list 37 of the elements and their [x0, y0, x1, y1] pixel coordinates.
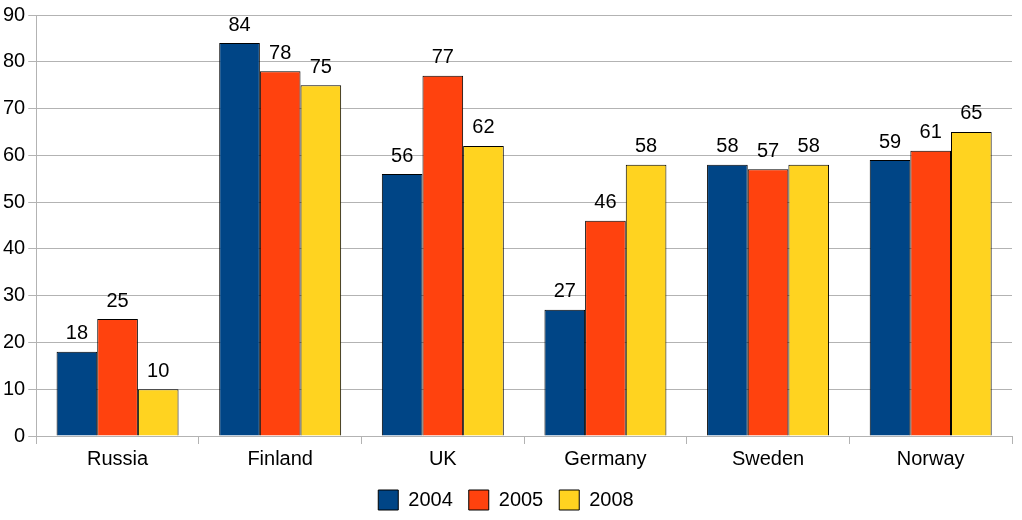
- data-label: 57: [756, 138, 780, 161]
- x-tick-label: UK: [428, 446, 458, 469]
- y-tick-label: 20: [3, 329, 26, 352]
- y-tick-label: 80: [3, 49, 26, 72]
- x-tick-label: Norway: [896, 446, 965, 469]
- y-tick-label: 10: [3, 376, 26, 399]
- data-label: 62: [472, 115, 495, 138]
- y-tick-label: 60: [3, 142, 26, 165]
- data-label: 61: [919, 120, 942, 143]
- y-tick-label: 70: [3, 96, 26, 119]
- legend-label: 2004: [408, 487, 453, 510]
- data-label: 58: [797, 134, 820, 157]
- data-label: 18: [65, 321, 89, 344]
- data-label: 58: [634, 134, 658, 157]
- data-label: 27: [553, 279, 576, 302]
- x-tick-label: Finland: [247, 446, 313, 469]
- x-tick-label: Germany: [564, 446, 647, 469]
- y-tick-label: 50: [3, 189, 26, 212]
- y-tick-label: 0: [14, 423, 26, 446]
- data-label: 77: [431, 45, 454, 68]
- data-label: 10: [147, 358, 170, 381]
- y-tick-label: 30: [3, 283, 26, 306]
- data-label: 46: [594, 190, 617, 213]
- x-tick-label: Sweden: [731, 446, 805, 469]
- data-label: 75: [309, 54, 332, 77]
- data-label: 56: [391, 143, 414, 166]
- data-label: 84: [228, 12, 251, 35]
- x-tick-label: Russia: [86, 446, 149, 469]
- data-label: 58: [716, 134, 739, 157]
- data-label: 65: [960, 101, 983, 124]
- data-label: 59: [878, 129, 902, 152]
- legend-label: 2008: [589, 487, 634, 510]
- y-tick-label: 40: [3, 236, 26, 259]
- y-tick-label: 90: [3, 2, 26, 25]
- data-label: 78: [269, 40, 292, 63]
- data-label: 25: [106, 288, 129, 311]
- legend-label: 2005: [498, 487, 544, 510]
